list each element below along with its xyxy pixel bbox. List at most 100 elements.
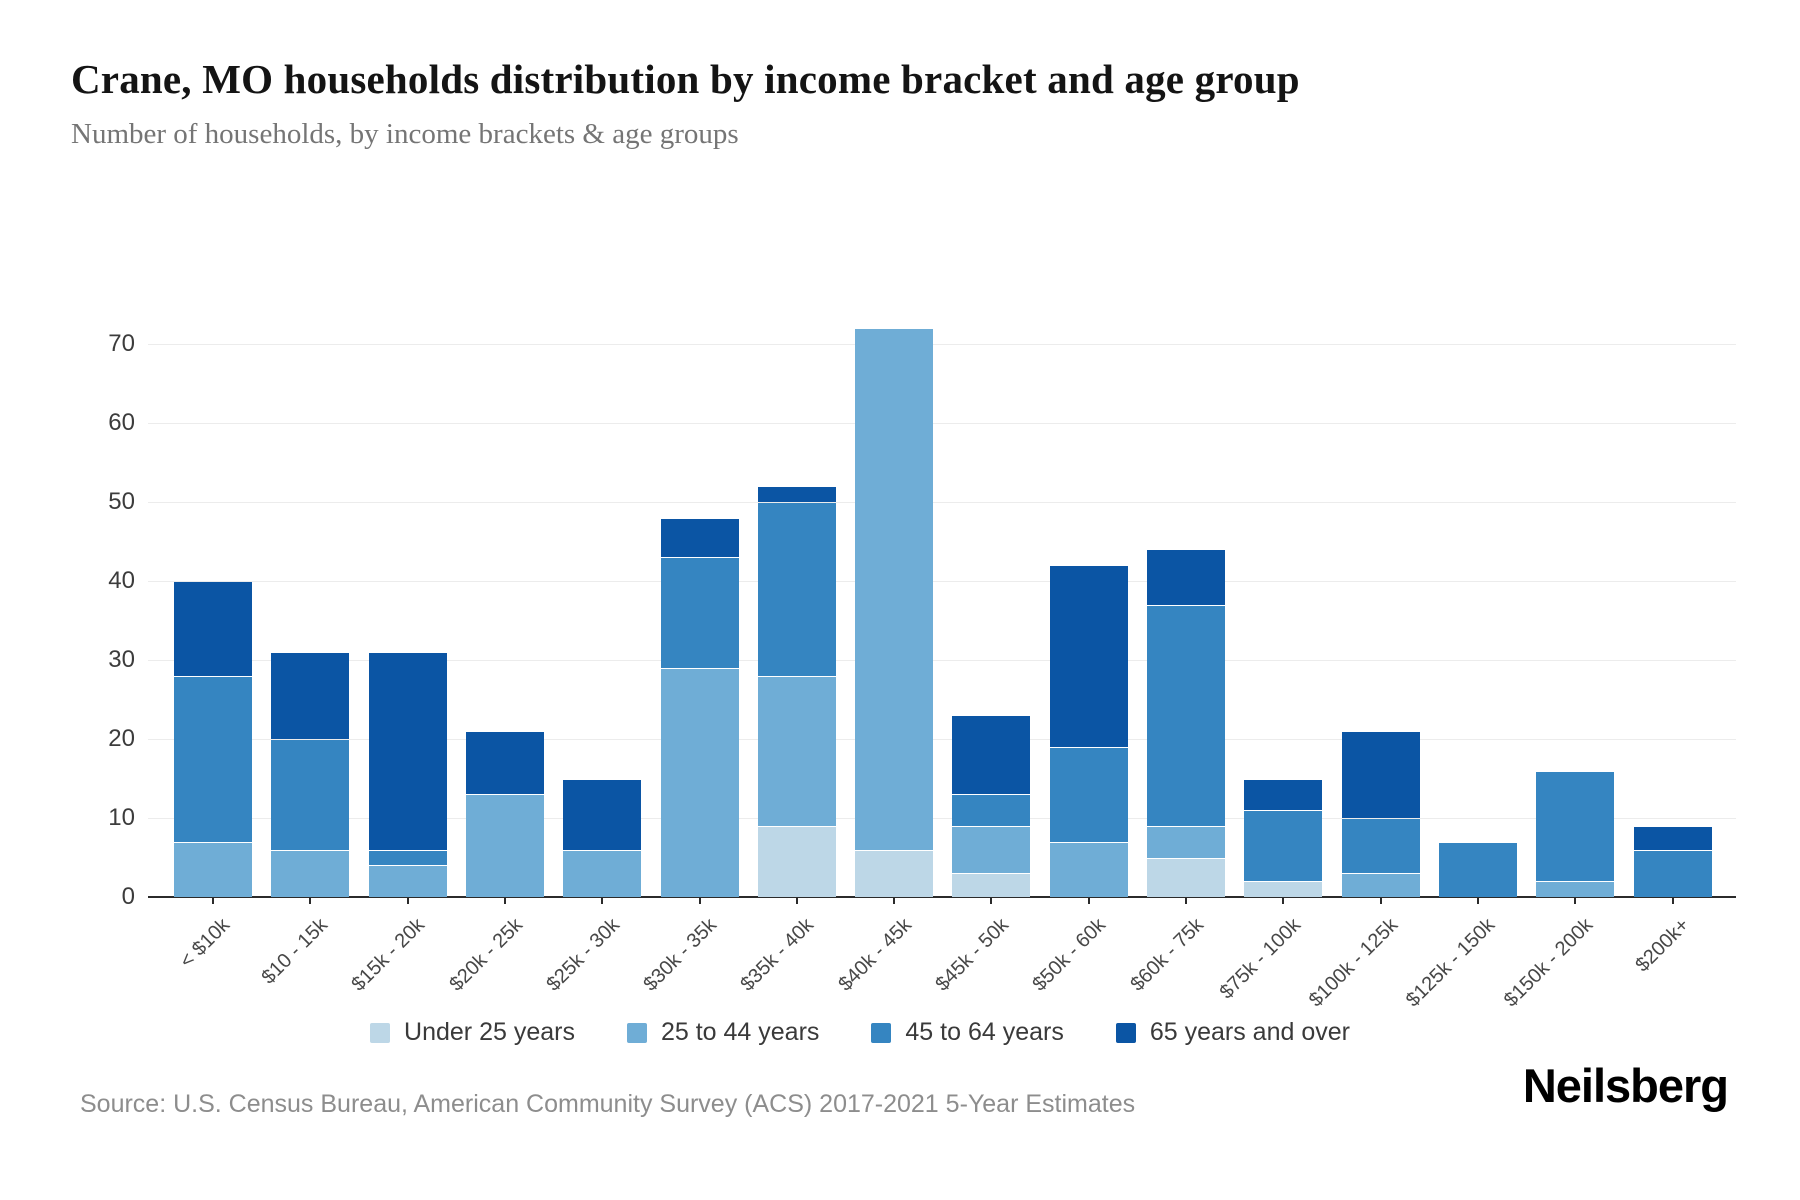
x-axis-category-label: $200k+ [1631,914,1695,977]
bar-segment[interactable] [1341,874,1420,897]
bar-segment[interactable] [1633,826,1712,850]
x-axis-category-label: $35k - 40k [736,914,819,996]
bar-segment[interactable] [1244,779,1323,811]
bar-segment[interactable] [952,716,1031,795]
x-axis-tick [503,897,506,904]
bar-segment[interactable] [757,676,836,826]
bar-segment[interactable] [952,795,1031,826]
x-axis-tick [1087,897,1090,904]
x-axis-category-label: $20k - 25k [444,914,527,996]
bar-segment[interactable] [1244,882,1323,897]
x-axis-tick [698,897,701,904]
chart-subtitle: Number of households, by income brackets… [71,118,739,150]
x-axis-tick [1185,897,1187,904]
gridline-y40 [148,581,1736,582]
legend-swatch-icon [1115,1022,1136,1043]
legend-label: 45 to 64 years [905,1018,1064,1046]
bar-segment[interactable] [757,503,836,676]
x-axis-category-label: $75k - 100k [1215,914,1305,1004]
bar-segment[interactable] [757,826,836,897]
x-axis-tick [1476,897,1479,904]
bar-segment[interactable] [271,653,350,739]
x-axis-category-label: $60k - 75k [1125,914,1208,996]
x-axis-category-label: $100k - 125k [1304,914,1403,1012]
bar-segment[interactable] [952,826,1031,874]
bar-segment[interactable] [174,842,252,897]
bar-segment[interactable] [1147,605,1225,826]
bar-segment[interactable] [271,740,350,850]
legend-item[interactable]: Under 25 years [370,1018,575,1047]
gridline-y10 [148,818,1736,819]
bar-segment[interactable] [271,850,350,897]
bar-segment[interactable] [1633,850,1712,897]
x-axis-category-label: $30k - 35k [639,914,722,996]
y-axis-tick-label: 40 [108,567,135,594]
legend-item[interactable]: 45 to 64 years [871,1018,1064,1047]
x-axis-tick [1574,897,1577,904]
gridline-y70 [148,344,1736,345]
x-axis-tick [1282,897,1285,904]
bar-segment[interactable] [1438,842,1517,897]
x-axis-tick [795,897,798,904]
x-axis-category-label: $15k - 20k [347,914,430,996]
bar-segment[interactable] [660,668,739,897]
source-note: Source: U.S. Census Bureau, American Com… [80,1090,1136,1118]
chart-title: Crane, MO households distribution by inc… [71,56,1300,102]
bar-segment[interactable] [660,518,739,558]
gridline-y30 [148,660,1736,661]
x-axis-category-label: $50k - 60k [1028,914,1111,996]
y-axis-tick-label: 50 [108,488,135,515]
bar-segment[interactable] [855,329,934,850]
bar-segment[interactable] [1049,842,1128,897]
bar-segment[interactable] [174,676,252,842]
bar-segment[interactable] [465,732,544,795]
x-axis-category-label: $45k - 50k [931,914,1013,996]
bar-segment[interactable] [1147,858,1225,897]
bar-segment[interactable] [1049,747,1128,842]
bar-segment[interactable] [660,558,739,668]
bar-segment[interactable] [1536,882,1615,897]
legend-label: 25 to 44 years [660,1018,820,1046]
bar-segment[interactable] [563,850,642,897]
bar-segment[interactable] [757,487,836,502]
x-axis-tick [406,897,409,904]
x-axis-tick [893,897,896,904]
bar-segment[interactable] [855,850,934,897]
x-axis-category-label: $10 - 15k [257,914,332,989]
bar-segment[interactable] [368,850,447,866]
x-axis-tick [309,897,312,904]
y-axis-tick-label: 20 [108,725,135,752]
x-axis-category-label: $150k - 200k [1499,914,1597,1012]
x-axis-tick [601,897,604,904]
bar-segment[interactable] [563,779,642,850]
bar-segment[interactable] [1147,826,1225,858]
y-axis-tick-label: 70 [108,330,135,357]
x-axis-tick [212,897,214,904]
bar-segment[interactable] [1244,811,1323,882]
y-axis-tick-label: 60 [108,409,135,436]
x-axis-category-label: $125k - 150k [1402,914,1500,1012]
bar-segment[interactable] [952,874,1031,897]
bar-segment[interactable] [1049,566,1128,747]
bar-segment[interactable] [368,653,447,850]
bar-segment[interactable] [1341,732,1420,818]
legend-item[interactable]: 65 years and over [1115,1018,1350,1047]
bar-segment[interactable] [174,582,252,676]
legend-item[interactable]: 25 to 44 years [626,1018,820,1047]
bar-segment[interactable] [1536,771,1615,882]
bar-segment[interactable] [1147,550,1225,605]
gridline-y20 [148,739,1736,740]
x-axis-category-label: $25k - 30k [542,914,624,996]
bar-segment[interactable] [1341,819,1420,874]
bar-segment[interactable] [368,866,447,897]
legend-label: Under 25 years [404,1018,575,1046]
gridline-y50 [148,502,1736,503]
bar-segment[interactable] [465,795,544,897]
y-axis-tick-label: 0 [121,883,135,910]
brand-logo: Neilsberg [1522,1059,1729,1112]
gridline-y60 [148,423,1736,424]
x-axis-category-label: $40k - 45k [834,914,916,996]
legend-swatch-icon [871,1022,892,1043]
